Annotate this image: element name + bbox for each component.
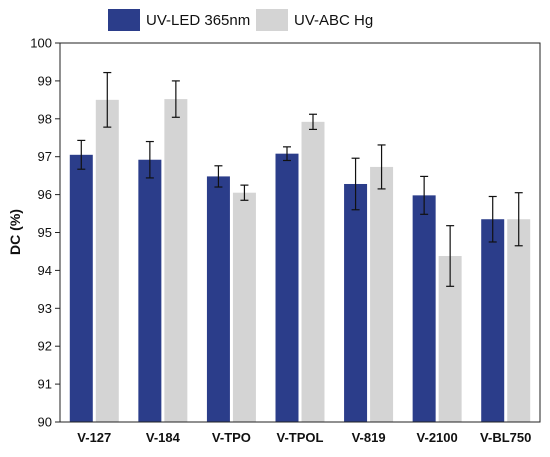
x-tick-label: V-TPO bbox=[212, 430, 251, 445]
bar-v-tpo-series-1 bbox=[206, 176, 230, 422]
y-tick-label: 96 bbox=[38, 187, 52, 202]
bar-v-819-series-2 bbox=[370, 166, 394, 422]
x-tick-label: V-2100 bbox=[417, 430, 458, 445]
bar-v-127-series-1 bbox=[69, 154, 93, 422]
bar-v-bl750-series-1 bbox=[481, 219, 505, 422]
legend-swatch-series-2 bbox=[256, 9, 288, 31]
y-tick-label: 94 bbox=[38, 263, 52, 278]
legend-label-series-1: UV-LED 365nm bbox=[146, 12, 250, 29]
y-tick-label: 97 bbox=[38, 149, 52, 164]
bar-v-127-series-2 bbox=[95, 99, 119, 422]
x-tick-label: V-819 bbox=[352, 430, 386, 445]
bar-v-184-series-1 bbox=[138, 159, 162, 422]
bar-v-tpol-series-1 bbox=[275, 153, 299, 422]
x-tick-label: V-184 bbox=[146, 430, 181, 445]
legend-label-series-2: UV-ABC Hg bbox=[294, 12, 373, 29]
bar-v-tpol-series-2 bbox=[301, 121, 325, 422]
bar-v-2100-series-1 bbox=[412, 195, 436, 422]
bar-v-2100-series-2 bbox=[438, 255, 462, 422]
x-tick-label: V-BL750 bbox=[480, 430, 531, 445]
y-tick-label: 93 bbox=[38, 301, 52, 316]
x-tick-label: V-127 bbox=[77, 430, 111, 445]
y-tick-label: 98 bbox=[38, 111, 52, 126]
bars bbox=[69, 99, 531, 422]
x-axis-labels: V-127 V-184 V-TPO V-TPOL V-819 V-2100 V-BL750 bbox=[77, 430, 531, 445]
bar-v-tpo-series-2 bbox=[232, 192, 256, 422]
plot-frame bbox=[59, 42, 541, 423]
legend-swatch-series-1 bbox=[108, 9, 140, 31]
y-axis-ticks: 90 91 92 93 94 95 96 97 98 99 100 bbox=[30, 36, 60, 430]
bar-v-819-series-1 bbox=[344, 183, 368, 422]
bar-v-bl750-series-2 bbox=[507, 219, 531, 422]
y-tick-label: 91 bbox=[38, 377, 52, 392]
y-tick-label: 100 bbox=[30, 36, 52, 51]
y-axis-title: DC (%) bbox=[7, 209, 23, 255]
legend: UV-LED 365nm UV-ABC Hg bbox=[108, 9, 373, 31]
error-bars bbox=[77, 71, 523, 287]
y-tick-label: 92 bbox=[38, 339, 52, 354]
y-tick-label: 90 bbox=[38, 415, 52, 430]
y-tick-label: 95 bbox=[38, 225, 52, 240]
x-tick-label: V-TPOL bbox=[277, 430, 324, 445]
bar-v-184-series-2 bbox=[164, 99, 188, 422]
y-tick-label: 99 bbox=[38, 73, 52, 88]
